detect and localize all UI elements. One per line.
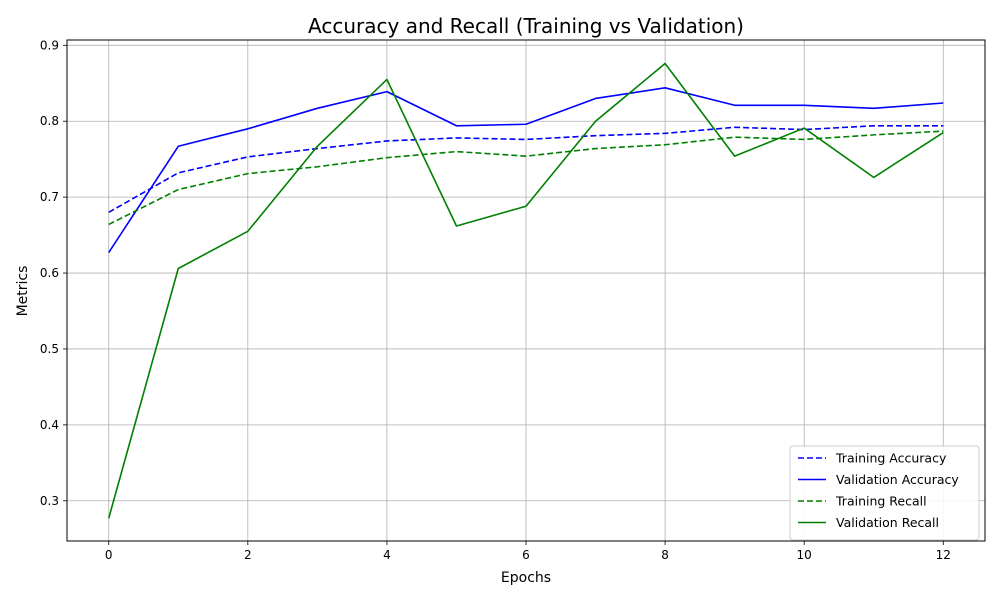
grid [67,40,985,541]
chart-title: Accuracy and Recall (Training vs Validat… [308,14,744,38]
x-tick-label: 6 [522,548,530,562]
y-tick-label: 0.9 [40,38,59,52]
legend-label: Training Accuracy [835,451,947,466]
series-line [108,130,944,226]
y-tick-label: 0.3 [40,494,59,508]
legend-label: Validation Recall [836,515,939,530]
y-tick-label: 0.6 [40,266,59,280]
legend-label: Training Recall [835,494,927,509]
y-tick-label: 0.4 [40,418,59,432]
y-tick-label: 0.8 [40,114,59,128]
x-tick-label: 2 [244,548,252,562]
x-tick-label: 10 [797,548,812,562]
y-axis-ticks: 0.3 0.4 0.5 0.6 0.7 0.8 0.9 [40,38,67,508]
legend-label: Validation Accuracy [836,472,959,487]
x-axis-label: Epochs [501,570,551,586]
x-axis-ticks: 0 2 4 6 8 10 12 [105,541,951,562]
series-lines [107,62,944,519]
x-tick-label: 12 [936,548,951,562]
series-line [107,62,944,519]
legend: Training Accuracy Validation Accuracy Trai… [789,445,980,541]
x-tick-label: 4 [383,548,391,562]
y-axis-label: Metrics [15,266,31,317]
legend-box [789,445,980,541]
x-tick-label: 8 [661,548,669,562]
series-line [108,87,944,253]
y-tick-label: 0.5 [40,342,59,356]
y-tick-label: 0.7 [40,190,59,204]
x-tick-label: 0 [105,548,113,562]
